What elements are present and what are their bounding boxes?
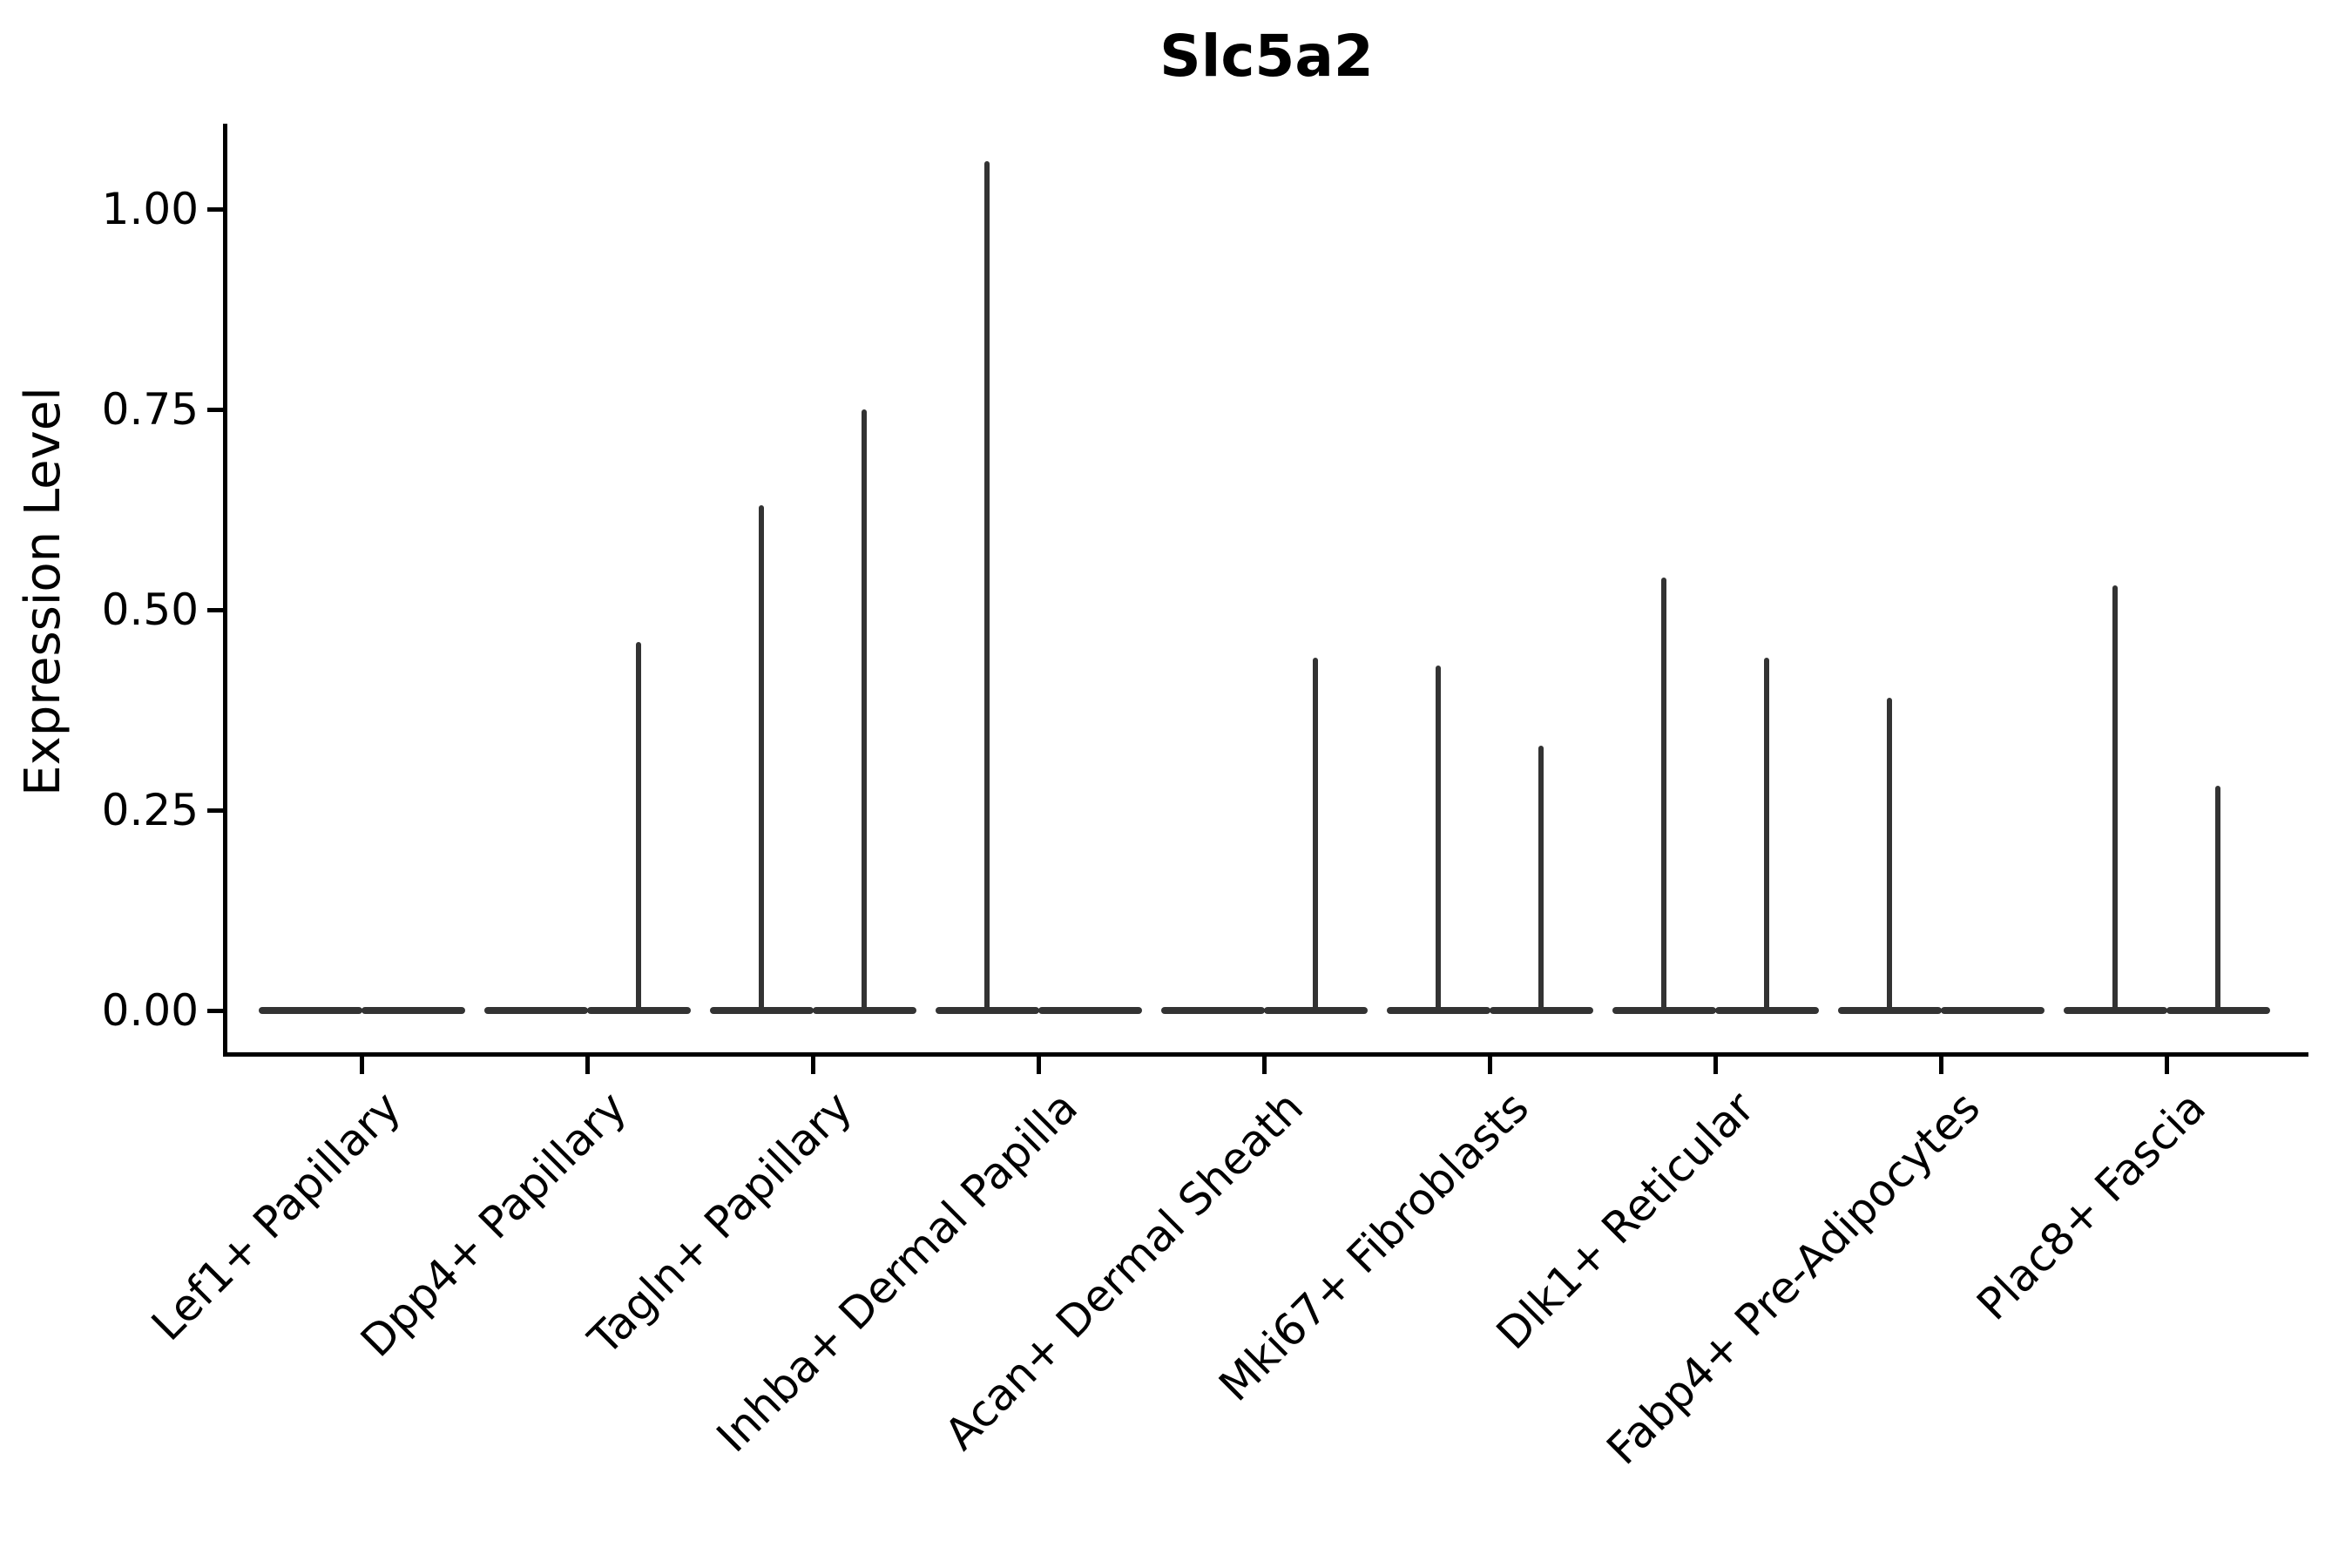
y-tick [207, 808, 223, 813]
chart-title: Slc5a2 [1159, 23, 1374, 90]
violin-spike [1313, 658, 1318, 1010]
y-tick-label: 0.75 [101, 384, 199, 435]
violin-baseline [1489, 1007, 1593, 1014]
violin-baseline [2063, 1007, 2167, 1014]
violin-spike [1436, 666, 1441, 1010]
x-tick [1938, 1057, 1943, 1074]
violin-baseline [1263, 1007, 1368, 1014]
violin-baseline [1837, 1007, 1942, 1014]
y-axis-spine [223, 124, 227, 1057]
violin-spike [1764, 658, 1769, 1010]
y-tick-label: 0.25 [101, 785, 199, 835]
violin-baseline [812, 1007, 916, 1014]
x-tick [1261, 1057, 1267, 1074]
x-tick [810, 1057, 815, 1074]
violin-spike [759, 505, 764, 1010]
x-tick [1487, 1057, 1492, 1074]
x-tick [585, 1057, 590, 1074]
x-tick [2164, 1057, 2169, 1074]
violin-baseline [1160, 1007, 1265, 1014]
x-axis-spine [223, 1052, 2308, 1057]
y-tick [207, 206, 223, 212]
violin-baseline [1386, 1007, 1490, 1014]
violin-spike [2215, 786, 2220, 1010]
violin-baseline [258, 1007, 362, 1014]
violin-baseline [2166, 1007, 2270, 1014]
violin-spike [984, 160, 990, 1010]
violin-baseline [1037, 1007, 1142, 1014]
violin-spike [1661, 578, 1666, 1010]
violin-spike [636, 641, 641, 1010]
y-tick [207, 607, 223, 612]
violin-baseline [935, 1007, 1039, 1014]
violin-baseline [586, 1007, 691, 1014]
violin-spike [1538, 746, 1544, 1010]
violin-baseline [483, 1007, 588, 1014]
violin-baseline [361, 1007, 465, 1014]
y-tick [207, 1008, 223, 1013]
violin-spike [2112, 585, 2118, 1010]
y-tick [207, 407, 223, 412]
violin-baseline [1612, 1007, 1716, 1014]
y-tick-label: 1.00 [101, 184, 199, 234]
violin-baseline [709, 1007, 814, 1014]
violin-spike [862, 409, 867, 1010]
x-tick [359, 1057, 364, 1074]
x-tick [1036, 1057, 1041, 1074]
violin-spike [1887, 698, 1892, 1010]
y-tick-label: 0.50 [101, 585, 199, 635]
violin-baseline [1940, 1007, 2044, 1014]
x-tick [1713, 1057, 1718, 1074]
violin-baseline [1714, 1007, 1819, 1014]
y-tick-label: 0.00 [101, 985, 199, 1036]
